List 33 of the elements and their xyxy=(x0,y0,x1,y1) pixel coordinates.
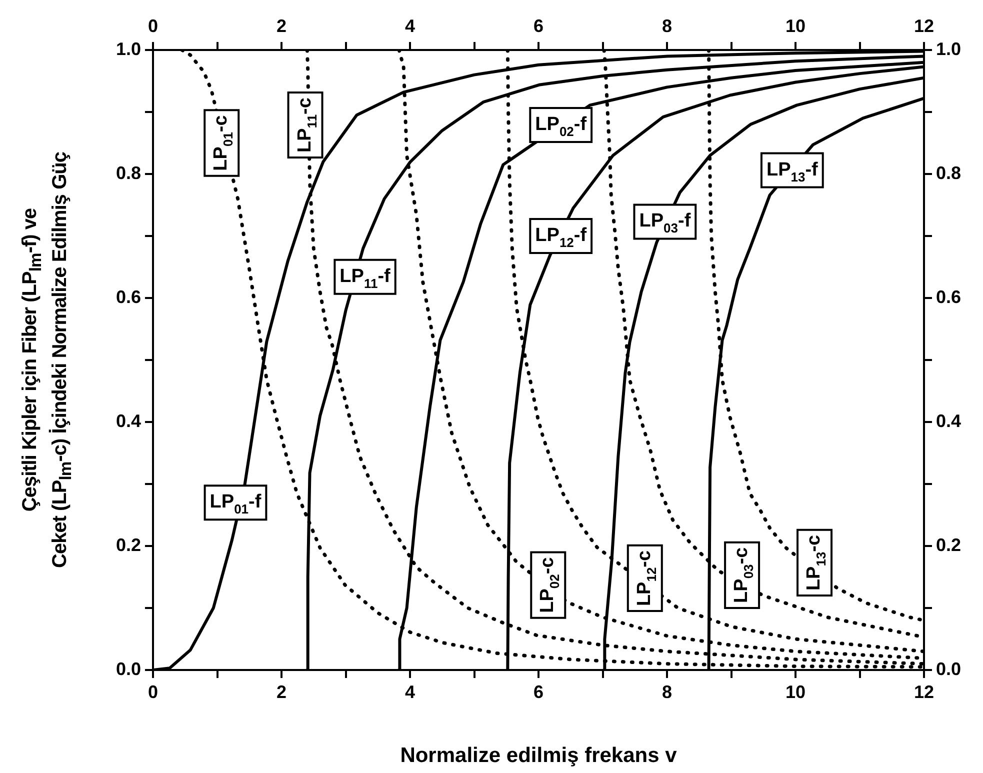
x2-tick-label: 4 xyxy=(404,16,416,36)
x-axis-title: Normalize edilmiş frekans v xyxy=(400,744,678,768)
y-tick-label: 1.0 xyxy=(116,38,141,59)
x2-tick-label: 0 xyxy=(148,16,158,36)
x-tick-label: 2 xyxy=(276,682,287,702)
x-tick-label: 4 xyxy=(404,682,416,702)
y2-tick-label: 0.6 xyxy=(936,286,962,307)
y-tick-label: 0.8 xyxy=(116,162,141,183)
y2-tick-label: 0.0 xyxy=(936,658,962,679)
annotation: LP02-c xyxy=(537,556,562,613)
y-tick-label: 0.6 xyxy=(116,286,141,307)
x-tick-label: 12 xyxy=(914,682,934,702)
annotation: LP01-c xyxy=(210,114,236,171)
x-tick-label: 6 xyxy=(533,682,544,702)
annotation: LP03-c xyxy=(731,546,756,603)
annotation: LP11-c xyxy=(294,97,320,152)
x-tick-label: 0 xyxy=(148,682,158,702)
x-tick-label: 8 xyxy=(662,682,672,702)
x-tick-label: 10 xyxy=(785,682,806,702)
y-tick-label: 0.0 xyxy=(116,658,141,679)
annotation: LP12-c xyxy=(634,550,659,606)
x2-tick-label: 12 xyxy=(914,16,934,36)
y-tick-label: 0.2 xyxy=(116,534,141,555)
y2-tick-label: 1.0 xyxy=(936,38,962,59)
x2-tick-label: 8 xyxy=(662,16,672,36)
y2-tick-label: 0.4 xyxy=(936,410,962,431)
annotation: LP13-c xyxy=(804,534,829,591)
y2-tick-label: 0.2 xyxy=(936,534,962,555)
y-tick-label: 0.4 xyxy=(116,410,141,431)
x2-tick-label: 6 xyxy=(533,16,544,36)
x2-tick-label: 2 xyxy=(276,16,287,36)
y2-tick-label: 0.8 xyxy=(936,162,962,183)
x2-tick-label: 10 xyxy=(785,16,806,36)
